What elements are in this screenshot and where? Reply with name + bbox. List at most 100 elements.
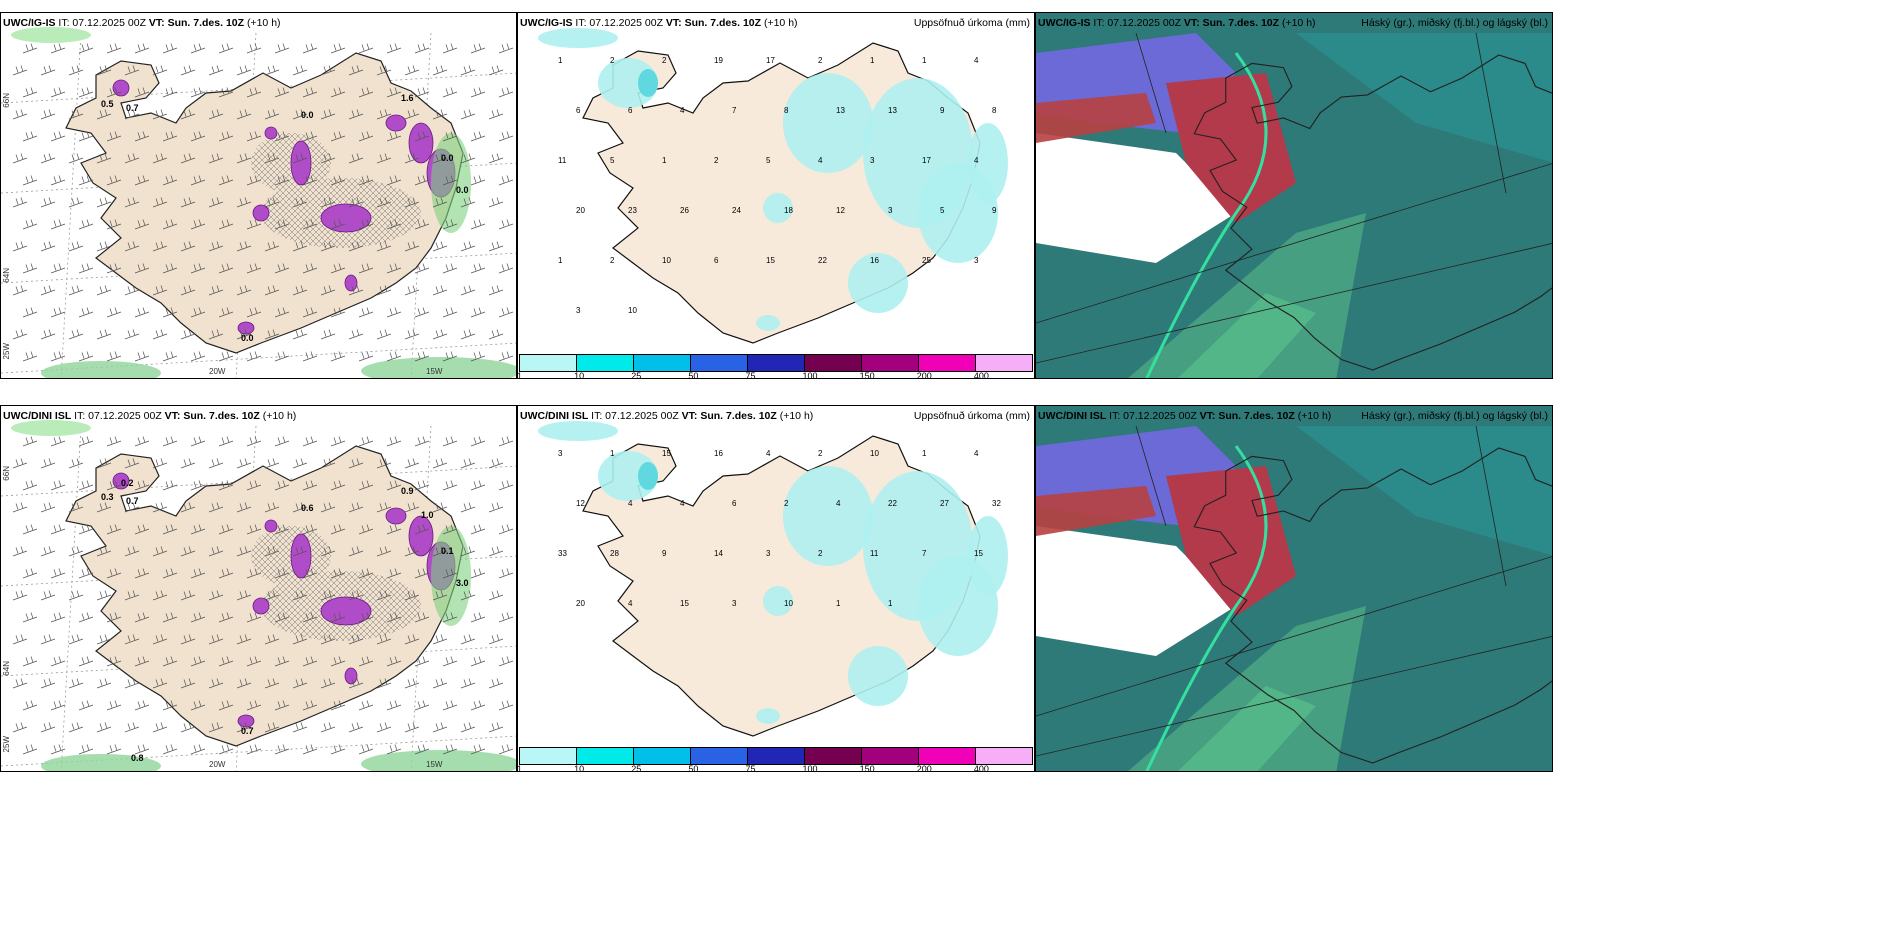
- precip-value-label: 25: [922, 256, 931, 265]
- wind-barb: [152, 722, 168, 733]
- wind-barb: [442, 612, 458, 623]
- wind-barb: [386, 175, 402, 186]
- precip-value-label: 27: [940, 499, 949, 508]
- precip-blob: [237, 714, 255, 728]
- precip-value-label: 0.6: [301, 503, 314, 513]
- wind-barb: [320, 153, 336, 164]
- wind-barb: [264, 65, 280, 76]
- wind-barb: [460, 109, 476, 120]
- map-canvas: [1036, 13, 1552, 378]
- wind-barb: [50, 436, 66, 447]
- precip-value-label: 0.2: [121, 478, 134, 488]
- precip-value-label: 14: [714, 549, 723, 558]
- wind-barb: [40, 546, 56, 557]
- wind-barb: [246, 656, 262, 667]
- wind-barb: [358, 656, 374, 667]
- graticule-line: [1, 465, 516, 497]
- precip-value-label: 15: [974, 549, 983, 558]
- wind-barb: [180, 722, 196, 733]
- precip-title: Uppsöfnuð úrkoma (mm): [913, 17, 1030, 29]
- wind-barb: [442, 307, 458, 318]
- wind-barb: [348, 197, 364, 208]
- wind-barb: [162, 700, 178, 711]
- wind-barb: [236, 65, 252, 76]
- precip-value-label: 15: [680, 599, 689, 608]
- wind-barb: [68, 502, 84, 513]
- wind-barb: [264, 329, 280, 340]
- wind-barb: [152, 153, 168, 164]
- wind-barb: [302, 700, 318, 711]
- precip-value-label: 4: [680, 106, 685, 115]
- wind-barb: [404, 502, 420, 513]
- precip-colorbar: [519, 354, 1033, 372]
- wind-barb: [180, 678, 196, 689]
- precip-blob: [344, 667, 358, 685]
- wind-barb: [274, 307, 290, 318]
- precip-value-label: 18: [784, 206, 793, 215]
- precip-value-label: 0.0: [241, 333, 254, 343]
- precip-blob: [408, 122, 434, 164]
- wind-barb: [218, 263, 234, 274]
- precip-value-label: 2: [784, 499, 789, 508]
- wind-barb: [292, 546, 308, 557]
- wind-barb: [134, 87, 150, 98]
- wind-barb: [12, 458, 28, 469]
- wind-barb: [218, 568, 234, 579]
- precip-value-label: 1: [922, 56, 927, 65]
- wind-barb: [162, 219, 178, 230]
- wind-barb: [50, 744, 66, 755]
- precip-value-label: 20: [576, 206, 585, 215]
- wind-barb: [292, 458, 308, 469]
- wind-barb: [414, 568, 430, 579]
- precip-value-label: 15: [766, 256, 775, 265]
- colorbar-tick-label: 25: [631, 764, 642, 772]
- wind-barb: [460, 502, 476, 513]
- cloud-edge: [1145, 52, 1268, 378]
- precip-value-label: 7: [922, 549, 927, 558]
- precip-area: [538, 28, 618, 48]
- wind-barb: [358, 700, 374, 711]
- wind-barb: [180, 546, 196, 557]
- colorbar-swatch: [976, 748, 1032, 764]
- wind-barb: [12, 109, 28, 120]
- precip-blob: [320, 596, 372, 626]
- wind-barb: [404, 634, 420, 645]
- wind-barb: [134, 436, 150, 447]
- precip-value-label: 10: [662, 256, 671, 265]
- wind-barb: [320, 722, 336, 733]
- wind-barb: [134, 744, 150, 755]
- wind-barb: [208, 458, 224, 469]
- wind-barb: [134, 656, 150, 667]
- wind-barb: [246, 307, 262, 318]
- wind-barb: [190, 436, 206, 447]
- precip-value-label: 9: [940, 106, 945, 115]
- colorbar-tick-label: 25: [631, 371, 642, 379]
- precip-area: [968, 123, 1008, 203]
- wind-barb: [386, 131, 402, 142]
- wind-barb: [50, 351, 66, 362]
- wind-barb: [488, 634, 504, 645]
- wind-barb: [190, 175, 206, 186]
- wind-barb: [498, 656, 514, 667]
- wind-barb: [12, 241, 28, 252]
- colorbar-tick-label: 75: [745, 371, 756, 379]
- wind-barb: [302, 568, 318, 579]
- colorbar-swatch: [976, 355, 1032, 371]
- wind-barb: [292, 285, 308, 296]
- wind-barb: [432, 678, 448, 689]
- wind-barb: [432, 722, 448, 733]
- wind-barb: [106, 524, 122, 535]
- wind-barb: [50, 656, 66, 667]
- wind-barb: [498, 307, 514, 318]
- wind-barb: [386, 219, 402, 230]
- wind-barb: [190, 87, 206, 98]
- wind-barb: [442, 656, 458, 667]
- wind-barb: [274, 524, 290, 535]
- wind-barb: [264, 722, 280, 733]
- precip-value-label: 1: [558, 56, 563, 65]
- wind-barb: [218, 480, 234, 491]
- wind-barb: [442, 568, 458, 579]
- precip-value-label: 3: [974, 256, 979, 265]
- colorbar-swatch: [634, 355, 691, 371]
- wind-barb: [376, 678, 392, 689]
